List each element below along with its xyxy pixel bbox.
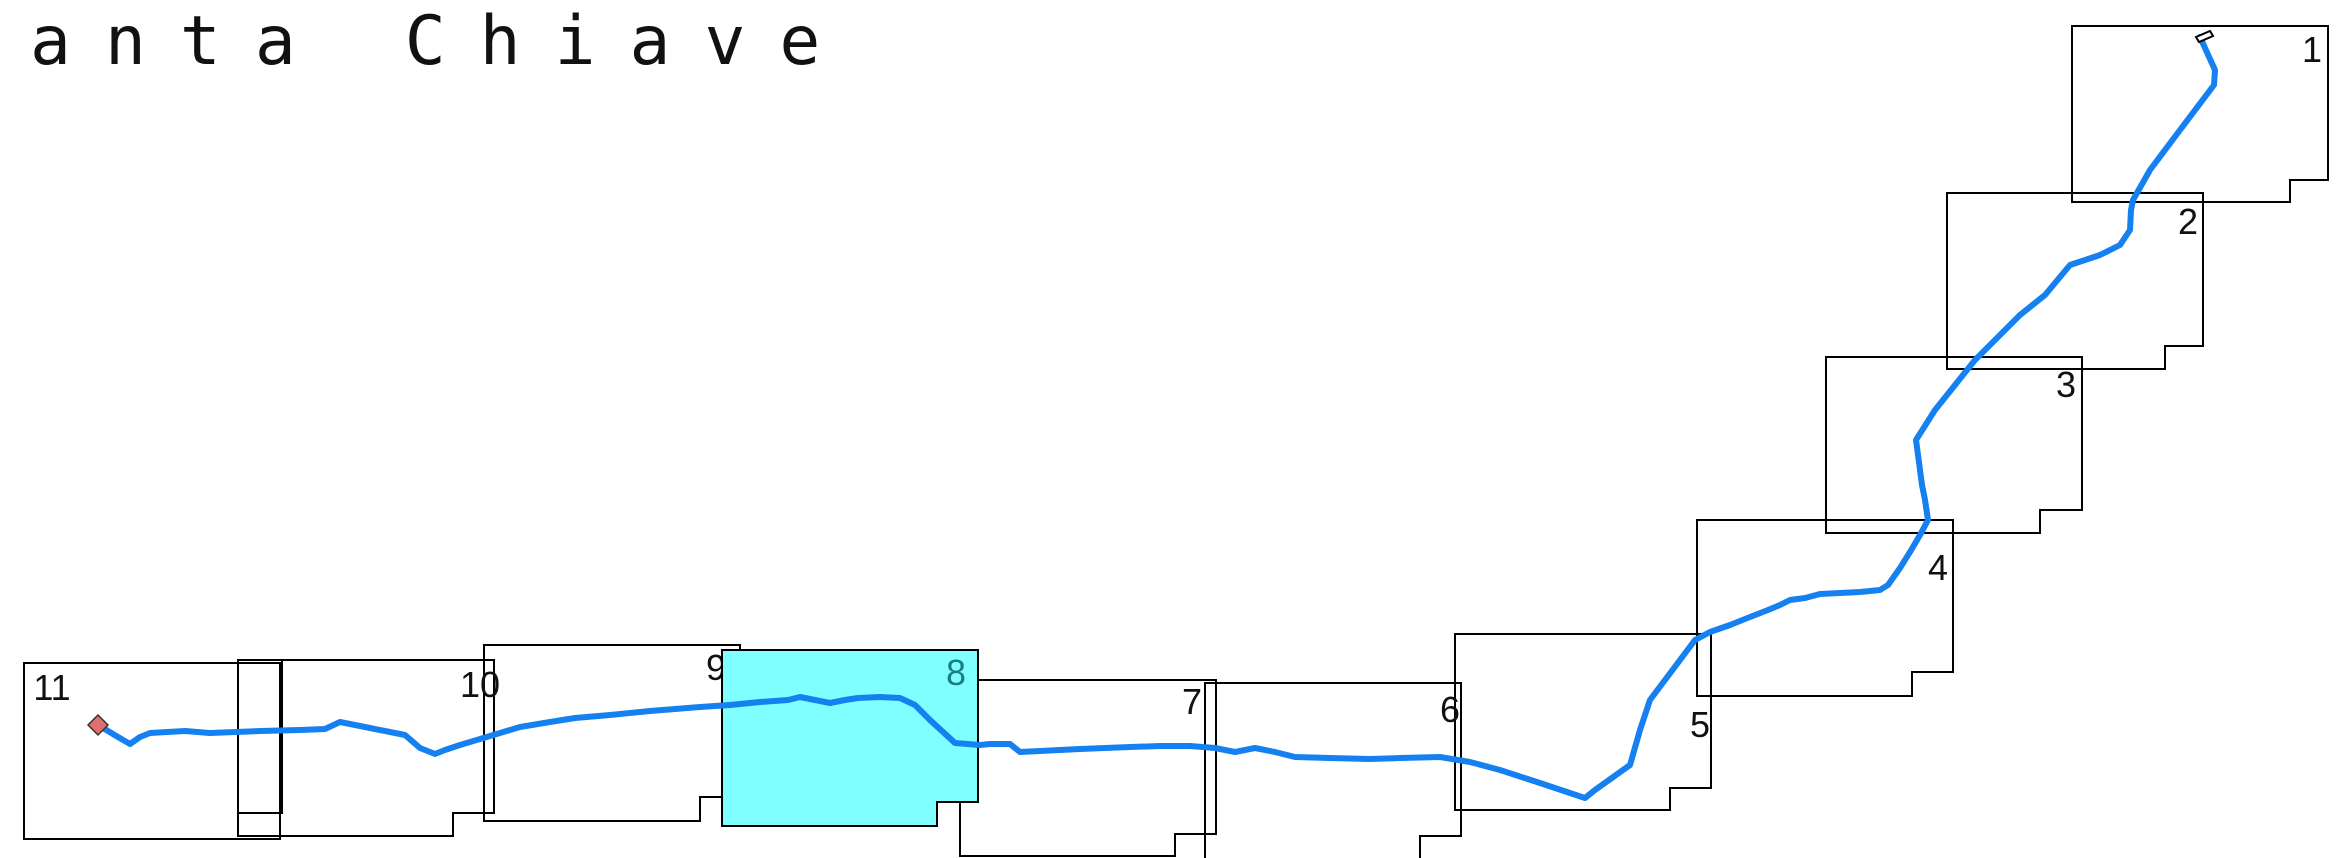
page-frame-3: 3 [1825,356,2083,534]
page-frame-outline [1825,356,2083,534]
page-frame-outline [237,659,495,837]
page-frame-11: 11 [23,662,281,840]
page-frame-outline [1696,519,1954,697]
page-frame-2: 2 [1946,192,2204,370]
page-frame-1: 1 [2071,25,2329,203]
page-frame-6: 6 [1204,682,1462,858]
page-frame-label: 7 [1182,681,1202,722]
route-markers [86,29,2215,737]
page-frame-4: 4 [1696,519,1954,697]
page-frame-8: 8 [721,649,979,827]
page-frame-label: 11 [33,667,70,708]
page-frame-label: 1 [2302,29,2322,70]
page-frame-7: 7 [959,679,1217,857]
page-frame-label: 8 [946,652,966,693]
page-frame-label: 6 [1440,689,1460,730]
page-frame-label: 4 [1928,547,1948,588]
page-frame-label: 3 [2056,364,2076,405]
page-frame-outline [1204,682,1462,858]
page-frame-outline [1946,192,2204,370]
map-title: anta Chiave [30,2,855,81]
page-frame-10: 10 [237,659,500,837]
end-marker-icon [86,713,110,737]
page-frame-outline [483,644,741,822]
page-frame-label: 10 [460,664,500,705]
page-frame-label: 5 [1690,704,1710,745]
page-frame-outline [721,649,979,827]
page-frame-5: 5 [1454,633,1712,811]
page-frame-label: 2 [2178,201,2198,242]
page-frame-outline [2071,25,2329,203]
start-marker-icon [2194,29,2215,44]
route-line [95,34,2218,801]
page-frame-overlap-outline [237,659,283,814]
page-frame-outline [23,662,281,840]
page-frame-9: 9 [483,644,741,822]
page-frames: 1 2 3 4 5 6 7 910 11 8 [23,25,2329,858]
page-frame-outline [959,679,1217,857]
page-frame-outline [1454,633,1712,811]
